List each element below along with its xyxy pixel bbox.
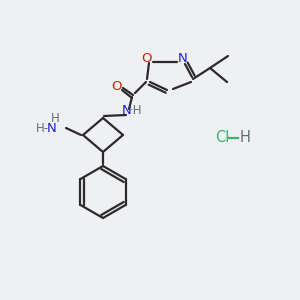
Text: N: N <box>122 104 132 118</box>
Text: H: H <box>51 112 59 125</box>
Text: Cl: Cl <box>215 130 230 146</box>
Text: N: N <box>47 122 57 136</box>
Text: O: O <box>111 80 121 94</box>
Text: ·H: ·H <box>130 104 142 118</box>
Text: N: N <box>178 52 188 65</box>
Text: H-: H- <box>35 122 49 136</box>
Text: H: H <box>240 130 251 146</box>
Text: O: O <box>142 52 152 65</box>
